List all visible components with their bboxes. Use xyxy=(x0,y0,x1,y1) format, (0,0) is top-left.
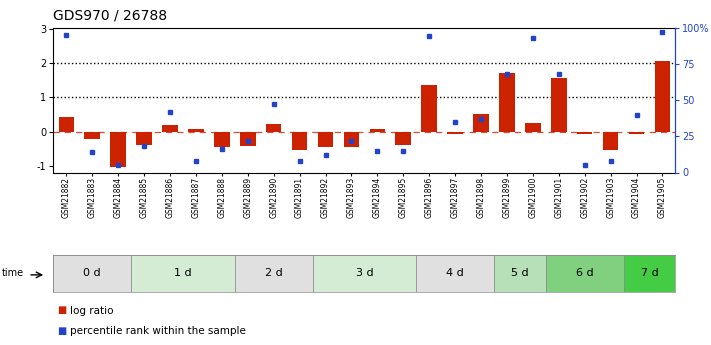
Bar xyxy=(370,129,385,131)
Bar xyxy=(416,255,494,292)
Bar xyxy=(494,255,546,292)
Bar xyxy=(266,124,282,131)
Bar xyxy=(525,123,540,131)
Text: time: time xyxy=(1,268,23,278)
Bar xyxy=(447,131,463,134)
Bar xyxy=(292,131,307,150)
Bar xyxy=(422,85,437,131)
Text: 1 d: 1 d xyxy=(174,268,192,278)
Bar xyxy=(474,114,488,131)
Bar xyxy=(499,73,515,131)
Text: 3 d: 3 d xyxy=(356,268,373,278)
Bar xyxy=(214,131,230,147)
Bar xyxy=(318,131,333,147)
Bar xyxy=(235,255,313,292)
Bar xyxy=(343,131,359,147)
Text: 7 d: 7 d xyxy=(641,268,658,278)
Text: 6 d: 6 d xyxy=(576,268,594,278)
Bar xyxy=(551,78,567,131)
Text: percentile rank within the sample: percentile rank within the sample xyxy=(70,326,245,336)
Bar xyxy=(110,131,126,167)
Bar xyxy=(137,131,152,145)
Text: 0 d: 0 d xyxy=(83,268,101,278)
Bar xyxy=(53,255,131,292)
Bar xyxy=(546,255,624,292)
Bar xyxy=(629,131,644,134)
Bar xyxy=(162,126,178,131)
Text: log ratio: log ratio xyxy=(70,306,113,315)
Bar xyxy=(313,255,416,292)
Text: 5 d: 5 d xyxy=(511,268,529,278)
Text: ■: ■ xyxy=(57,326,66,336)
Text: ■: ■ xyxy=(57,306,66,315)
Text: GDS970 / 26788: GDS970 / 26788 xyxy=(53,9,168,23)
Bar xyxy=(188,129,203,131)
Bar xyxy=(624,255,675,292)
Bar xyxy=(603,131,619,150)
Bar xyxy=(655,61,670,131)
Text: 4 d: 4 d xyxy=(447,268,464,278)
Text: 2 d: 2 d xyxy=(264,268,282,278)
Bar xyxy=(577,131,592,134)
Bar xyxy=(85,131,100,139)
Bar xyxy=(240,131,255,146)
Bar xyxy=(58,117,74,131)
Bar xyxy=(131,255,235,292)
Bar xyxy=(395,131,411,145)
